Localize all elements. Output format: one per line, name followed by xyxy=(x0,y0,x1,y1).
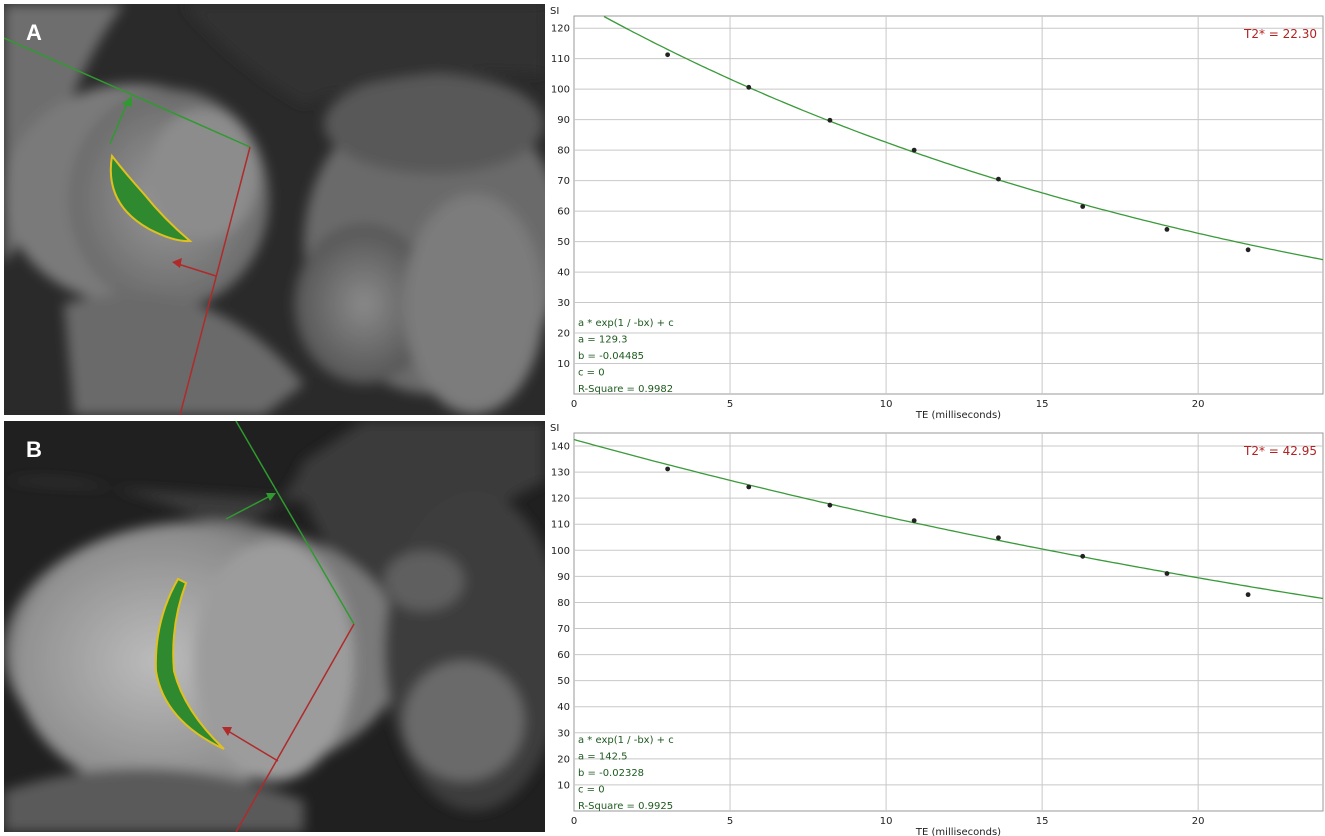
y-tick-label: 130 xyxy=(551,468,570,479)
y-tick-label: 20 xyxy=(557,329,570,340)
y-tick-label: 60 xyxy=(557,650,570,661)
fit-equation-line: b = -0.04485 xyxy=(578,351,644,362)
y-tick-label: 30 xyxy=(557,298,570,309)
x-tick-label: 0 xyxy=(571,816,577,827)
fit-equation-line: R-Square = 0.9982 xyxy=(578,384,673,395)
y-axis-label: SI xyxy=(550,6,559,17)
y-tick-label: 80 xyxy=(557,598,570,609)
data-point xyxy=(1080,204,1086,209)
fit-equation-line: b = -0.02328 xyxy=(578,768,644,779)
t2star-plot-a: 10 20 30 40 50 60 70 80 90 100 110 120 0 5 10 15 20 SI TE … xyxy=(548,2,1325,421)
t2star-value: T2* = 42.95 xyxy=(1243,444,1317,458)
y-tick-label: 50 xyxy=(557,237,570,248)
y-tick-label: 110 xyxy=(551,54,570,65)
data-point xyxy=(911,518,917,523)
x-tick-label: 10 xyxy=(880,816,893,827)
fit-curve xyxy=(603,15,1324,261)
fit-equation-line: a = 142.5 xyxy=(578,752,628,763)
y-tick-label: 140 xyxy=(551,442,570,453)
y-tick-label: 120 xyxy=(551,494,570,505)
fit-curve xyxy=(573,438,1324,600)
data-point xyxy=(827,117,833,123)
y-tick-label: 40 xyxy=(557,268,570,279)
y-axis-label: SI xyxy=(550,423,559,434)
plot-area xyxy=(573,15,1324,395)
y-tick-label: 10 xyxy=(557,359,570,370)
x-tick-label: 10 xyxy=(880,399,893,410)
data-point xyxy=(996,176,1001,182)
data-point xyxy=(746,84,752,90)
y-tick-label: 40 xyxy=(557,702,570,713)
x-axis-label: TE (milliseconds) xyxy=(915,827,1001,836)
x-tick-label: 20 xyxy=(1192,399,1205,410)
data-point xyxy=(1245,592,1251,598)
x-tick-label: 5 xyxy=(727,399,733,410)
y-tick-label: 20 xyxy=(557,754,570,765)
x-tick-label: 5 xyxy=(727,816,733,827)
t2star-chart-b: 10 20 30 40 50 60 70 80 90 100 110 120 130 140 0 5 10 15 2… xyxy=(550,423,1324,836)
y-tick-label: 100 xyxy=(551,546,570,557)
data-point xyxy=(1164,571,1170,576)
x-tick-label: 0 xyxy=(571,399,577,410)
fit-equation-line: a * exp(1 / -bx) + c xyxy=(578,318,674,329)
x-tick-label: 20 xyxy=(1192,816,1205,827)
x-tick-label: 15 xyxy=(1036,399,1049,410)
y-tick-label: 60 xyxy=(557,207,570,218)
panel-label-b: B xyxy=(26,437,42,462)
data-point xyxy=(746,484,752,490)
y-tick-label: 30 xyxy=(557,728,570,739)
y-tick-label: 70 xyxy=(557,176,570,187)
data-point xyxy=(1164,226,1170,232)
data-point xyxy=(1245,247,1251,253)
y-tick-label: 120 xyxy=(551,24,570,35)
data-point xyxy=(827,502,833,508)
fit-equation-line: R-Square = 0.9925 xyxy=(578,801,673,812)
x-tick-label: 15 xyxy=(1036,816,1049,827)
t2star-plot-b: 10 20 30 40 50 60 70 80 90 100 110 120 130 140 0 5 10 15 2… xyxy=(548,419,1325,836)
y-tick-label: 100 xyxy=(551,85,570,96)
x-axis-label: TE (milliseconds) xyxy=(915,410,1001,421)
mri-image-b: B xyxy=(4,421,545,832)
t2star-value: T2* = 22.30 xyxy=(1243,27,1317,41)
y-tick-label: 80 xyxy=(557,146,570,157)
y-tick-label: 90 xyxy=(557,572,570,583)
plot-area xyxy=(573,432,1324,812)
mri-image-a: A xyxy=(4,4,545,415)
data-point xyxy=(665,466,671,472)
panel-label-a: A xyxy=(26,20,42,45)
fit-equation-line: c = 0 xyxy=(578,368,605,379)
y-tick-label: 110 xyxy=(551,520,570,531)
data-point xyxy=(1080,553,1086,559)
y-tick-label: 50 xyxy=(557,676,570,687)
fit-equation-line: a * exp(1 / -bx) + c xyxy=(578,735,674,746)
y-tick-label: 10 xyxy=(557,780,570,791)
fit-equation-line: a = 129.3 xyxy=(578,335,628,346)
t2star-chart-a: 10 20 30 40 50 60 70 80 90 100 110 120 0 5 10 15 20 SI TE … xyxy=(550,6,1324,421)
y-tick-label: 90 xyxy=(557,115,570,126)
data-point xyxy=(665,52,671,58)
y-tick-label: 70 xyxy=(557,624,570,635)
data-point xyxy=(911,147,917,153)
fit-equation-line: c = 0 xyxy=(578,785,605,796)
data-point xyxy=(996,535,1001,541)
